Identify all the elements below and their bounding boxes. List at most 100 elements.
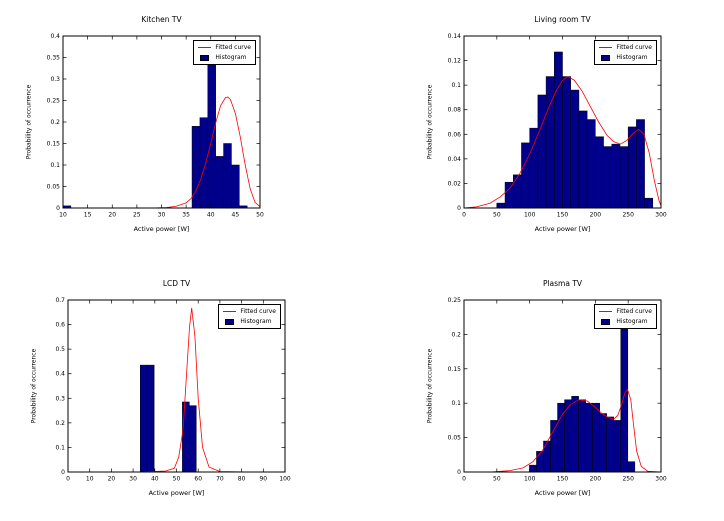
legend-label-histogram: Histogram [616, 318, 648, 325]
legend: Fitted curve Histogram [218, 304, 281, 329]
legend-entry-fitted-curve: Fitted curve [222, 308, 276, 315]
svg-text:150: 150 [557, 476, 569, 483]
svg-text:300: 300 [655, 212, 667, 219]
legend-label-histogram: Histogram [240, 318, 272, 325]
svg-text:0: 0 [462, 476, 466, 483]
legend-label-histogram: Histogram [215, 54, 247, 61]
histogram-swatch-icon [598, 54, 613, 61]
legend-label-histogram: Histogram [616, 54, 648, 61]
svg-text:0: 0 [462, 212, 466, 219]
svg-text:100: 100 [524, 212, 536, 219]
svg-text:0: 0 [56, 205, 60, 212]
chart-title: Plasma TV [542, 279, 583, 288]
chart-kitchen-tv: Kitchen TV Probability of occurrence 10 1… [18, 8, 282, 238]
svg-text:60: 60 [194, 476, 202, 483]
svg-text:0.15: 0.15 [47, 141, 61, 148]
svg-text:0.35: 0.35 [47, 55, 61, 62]
x-axis-label: Active power [W] [534, 225, 591, 233]
legend-entry-fitted-curve: Fitted curve [598, 44, 652, 51]
svg-text:150: 150 [557, 212, 569, 219]
svg-text:0.05: 0.05 [448, 435, 462, 442]
fitted-curve-line-icon [598, 47, 613, 48]
svg-text:10: 10 [59, 212, 67, 219]
chart-title: Kitchen TV [141, 15, 182, 24]
legend-entry-histogram: Histogram [222, 318, 276, 325]
legend-entry-histogram: Histogram [598, 318, 652, 325]
svg-text:10: 10 [86, 476, 94, 483]
svg-text:0.6: 0.6 [55, 322, 65, 329]
plot-area-plasma-tv: 0 50 100 150 200 250 300 0 0.05 0.1 0.15 0.2 0.25 [448, 297, 667, 483]
legend: Fitted curve Histogram [594, 40, 657, 65]
svg-text:0.15: 0.15 [448, 366, 462, 373]
svg-text:30: 30 [158, 212, 166, 219]
svg-text:0.04: 0.04 [448, 156, 462, 163]
svg-text:50: 50 [256, 212, 264, 219]
svg-text:0.3: 0.3 [55, 395, 65, 402]
svg-text:0.14: 0.14 [448, 33, 462, 40]
svg-text:0.5: 0.5 [55, 346, 65, 353]
histogram-swatch-icon [197, 54, 212, 61]
svg-text:0.2: 0.2 [50, 119, 60, 126]
svg-text:25: 25 [133, 212, 141, 219]
plot-area-lcd-tv: 0 10 20 30 40 50 60 70 80 90 100 0 0.1 0.2 0.3 0.4 0.5 0.… [55, 297, 291, 483]
svg-text:20: 20 [108, 476, 116, 483]
svg-text:0.08: 0.08 [448, 107, 462, 114]
svg-text:0.3: 0.3 [50, 76, 60, 83]
fitted-curve-line-icon [222, 311, 237, 312]
svg-text:40: 40 [207, 212, 215, 219]
svg-text:0.4: 0.4 [50, 33, 60, 40]
plot-area-kitchen-tv: 10 15 20 25 30 35 40 45 50 0 0.05 0.1 0.15 0.2 0.25 0.3… [47, 33, 264, 219]
svg-text:0.25: 0.25 [448, 297, 462, 304]
svg-text:90: 90 [259, 476, 267, 483]
histogram-swatch-icon [598, 318, 613, 325]
svg-text:0.12: 0.12 [448, 58, 462, 65]
svg-text:70: 70 [216, 476, 224, 483]
svg-text:100: 100 [279, 476, 291, 483]
legend-label-fitted-curve: Fitted curve [616, 44, 652, 51]
svg-text:45: 45 [232, 212, 240, 219]
legend-label-fitted-curve: Fitted curve [240, 308, 276, 315]
svg-text:0.2: 0.2 [451, 331, 461, 338]
fitted-curve-line-icon [197, 47, 212, 48]
x-axis-label: Active power [W] [534, 489, 591, 497]
svg-text:200: 200 [590, 476, 602, 483]
svg-text:35: 35 [182, 212, 190, 219]
svg-text:0.1: 0.1 [451, 82, 461, 89]
svg-text:0.1: 0.1 [55, 444, 65, 451]
svg-text:250: 250 [622, 476, 634, 483]
legend: Fitted curve Histogram [193, 40, 256, 65]
legend-entry-histogram: Histogram [197, 54, 251, 61]
x-axis-label: Active power [W] [148, 489, 205, 497]
svg-text:100: 100 [524, 476, 536, 483]
svg-text:200: 200 [590, 212, 602, 219]
svg-text:0.7: 0.7 [55, 297, 65, 304]
svg-text:0.25: 0.25 [47, 98, 61, 105]
svg-text:0: 0 [457, 469, 461, 476]
svg-text:15: 15 [84, 212, 92, 219]
chart-title: LCD TV [162, 279, 191, 288]
svg-text:0: 0 [66, 476, 70, 483]
svg-text:0: 0 [457, 205, 461, 212]
x-axis-label: Active power [W] [133, 225, 190, 233]
legend-label-fitted-curve: Fitted curve [616, 308, 652, 315]
svg-text:0.2: 0.2 [55, 420, 65, 427]
svg-text:40: 40 [151, 476, 159, 483]
svg-text:0.02: 0.02 [448, 180, 462, 187]
svg-text:0.05: 0.05 [47, 184, 61, 191]
svg-text:300: 300 [655, 476, 667, 483]
fitted-curve-line-icon [598, 311, 613, 312]
chart-lcd-tv: LCD TV Probability of occurrence 0 10 20 30… [23, 272, 307, 502]
svg-text:80: 80 [238, 476, 246, 483]
legend-entry-fitted-curve: Fitted curve [598, 308, 652, 315]
svg-text:0.1: 0.1 [451, 400, 461, 407]
svg-text:0.1: 0.1 [50, 162, 60, 169]
histogram-swatch-icon [222, 318, 237, 325]
legend-entry-histogram: Histogram [598, 54, 652, 61]
legend-label-fitted-curve: Fitted curve [215, 44, 251, 51]
svg-text:250: 250 [622, 212, 634, 219]
plot-area-living-room-tv: 0 50 100 150 200 250 300 0 0.02 0.04 0.06 0.08 0.1 0.… [448, 33, 667, 219]
svg-text:30: 30 [129, 476, 137, 483]
chart-living-room-tv: Living room TV Probability of occurrence… [419, 8, 683, 238]
chart-plasma-tv: Plasma TV Probability of occurrence 0 50 1… [419, 272, 683, 502]
